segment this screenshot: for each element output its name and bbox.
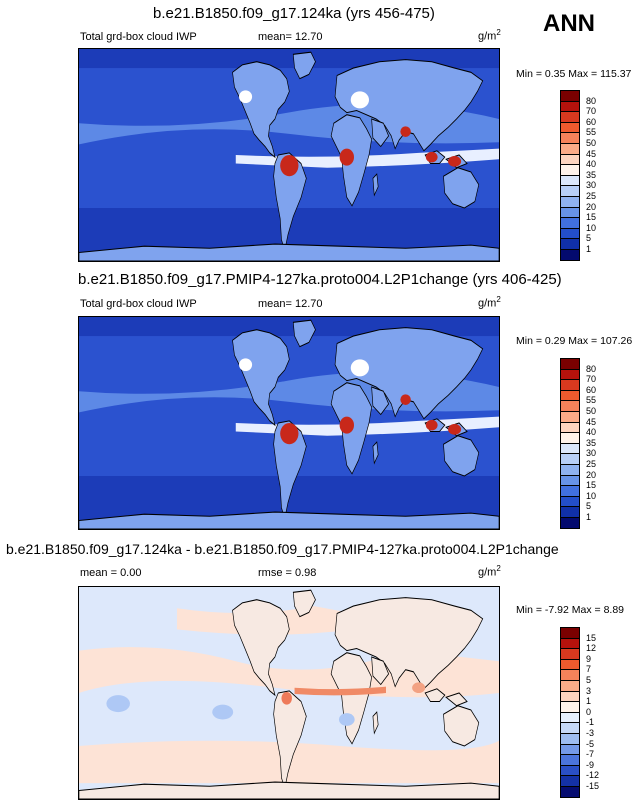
panel-2-minmax: Min = 0.29 Max = 107.26 <box>516 335 633 347</box>
colorbar-label: 25 <box>586 191 597 201</box>
colorbar-label: 1 <box>586 696 592 707</box>
colorbar-label: -3 <box>586 728 595 738</box>
colorbar-label: 20 <box>586 201 597 212</box>
panel-1-variable-label: Total grd-box cloud IWP <box>80 31 197 43</box>
colorbar-label: 60 <box>586 116 597 127</box>
colorbar-label: 25 <box>586 459 597 469</box>
panel-2-title: b.e21.B1850.f09_g17.PMIP4-127ka.proto004… <box>78 271 562 288</box>
panel-3-mean: mean = 0.00 <box>80 567 142 579</box>
colorbar-label: 70 <box>586 374 597 385</box>
panel-2-variable-label: Total grd-box cloud IWP <box>80 298 197 310</box>
colorbar-label: 80 <box>586 95 597 106</box>
colorbar-label: 1 <box>586 512 592 522</box>
colorbar-label: 45 <box>586 416 597 427</box>
colorbar-label: 80 <box>586 363 597 374</box>
panel-2-units: g/m2 <box>478 295 501 310</box>
colorbar-label: 5 <box>586 233 592 244</box>
colorbar-label: 9 <box>586 653 592 664</box>
colorbar-swatch <box>560 517 580 529</box>
colorbar-label: 15 <box>586 632 597 643</box>
panel-3-title: b.e21.B1850.f09_g17.124ka - b.e21.B1850.… <box>6 541 559 557</box>
colorbar-label: 10 <box>586 490 597 501</box>
colorbar-label: 40 <box>586 427 597 438</box>
colorbar-label: -12 <box>586 770 600 781</box>
colorbar-label: 60 <box>586 384 597 395</box>
colorbar-swatch <box>560 786 580 798</box>
colorbar-label: 30 <box>586 448 597 459</box>
colorbar-label: 3 <box>586 685 592 696</box>
colorbar-label: 55 <box>586 395 597 406</box>
colorbar-label: 10 <box>586 222 597 233</box>
colorbar-label: 35 <box>586 169 597 180</box>
colorbar-label: 45 <box>586 148 597 159</box>
panel-2-map <box>78 316 500 530</box>
colorbar-label: 50 <box>586 138 597 148</box>
panel-2-mean: mean= 12.70 <box>258 298 323 310</box>
colorbar-label: 1 <box>586 244 592 254</box>
panel-1-units: g/m2 <box>478 28 501 43</box>
colorbar-label: -9 <box>586 759 595 770</box>
colorbar-label: 7 <box>586 664 592 675</box>
colorbar-label: 15 <box>586 480 597 491</box>
colorbar-label: 35 <box>586 437 597 448</box>
panel-1-minmax: Min = 0.35 Max = 115.37 <box>516 68 632 80</box>
season-label: ANN <box>543 10 595 37</box>
colorbar-label: 40 <box>586 159 597 170</box>
colorbar-label: 0 <box>586 706 592 717</box>
colorbar-label: 5 <box>586 675 592 685</box>
panel-3-map <box>78 586 500 800</box>
panel-3-rmse: rmse = 0.98 <box>258 567 317 579</box>
panel-1-map <box>78 48 500 262</box>
colorbar-label: 5 <box>586 501 592 512</box>
colorbar-label: -15 <box>586 781 600 791</box>
colorbar-label: 30 <box>586 180 597 191</box>
colorbar-label: 20 <box>586 469 597 480</box>
panel-1-mean: mean= 12.70 <box>258 31 323 43</box>
colorbar-label: 15 <box>586 212 597 223</box>
colorbar-label: 12 <box>586 643 597 654</box>
colorbar-label: -1 <box>586 717 595 728</box>
panel-1-title: b.e21.B1850.f09_g17.124ka (yrs 456-475) <box>153 5 435 22</box>
colorbar-label: 55 <box>586 127 597 138</box>
colorbar-label: -5 <box>586 738 595 749</box>
colorbar-label: 50 <box>586 406 597 416</box>
colorbar-swatch <box>560 249 580 261</box>
panel-3-minmax: Min = -7.92 Max = 8.89 <box>516 604 624 616</box>
colorbar-label: -7 <box>586 749 595 760</box>
panel-3-units: g/m2 <box>478 564 501 579</box>
colorbar-label: 70 <box>586 106 597 117</box>
